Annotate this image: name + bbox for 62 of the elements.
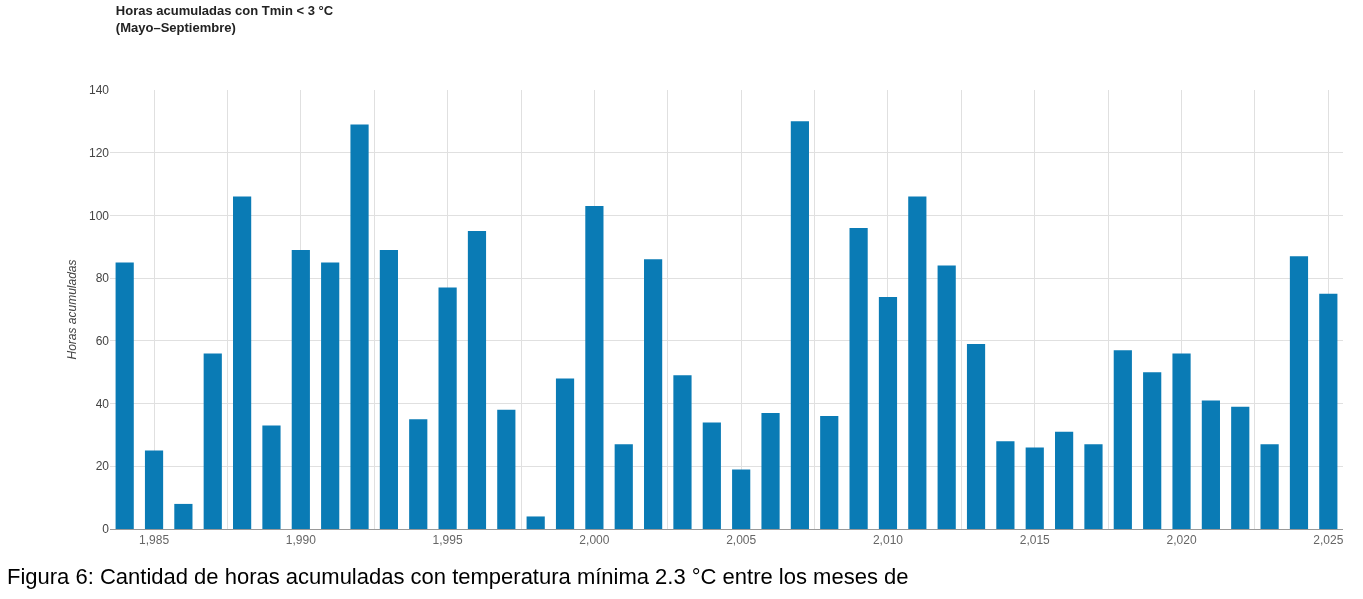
bar [233, 196, 252, 529]
bar [585, 206, 604, 529]
bar [1231, 406, 1250, 529]
bar [878, 296, 898, 529]
bar [1113, 350, 1132, 529]
bar [526, 516, 545, 529]
bar [761, 412, 780, 529]
y-tick-label: 20 [95, 459, 110, 474]
x-tick-label: 1,995 [432, 533, 463, 548]
y-axis-title: Horas acumuladas [65, 259, 79, 360]
x-tick-label: 1,990 [285, 533, 317, 548]
bar [350, 124, 369, 529]
bar [1055, 431, 1074, 529]
bar [1260, 444, 1279, 529]
bar [467, 231, 487, 529]
bar [966, 343, 986, 529]
x-tick-label: 1,985 [139, 533, 170, 548]
x-tick-label: 2,000 [579, 533, 610, 548]
y-tick-label: 80 [95, 271, 110, 286]
x-tick-label: 2,010 [872, 533, 904, 548]
bar [1143, 372, 1162, 529]
bar [732, 469, 751, 529]
y-tick-label: 120 [88, 145, 110, 160]
bar [1319, 293, 1338, 529]
bar [1289, 256, 1309, 529]
x-tick-label: 2,005 [726, 533, 757, 548]
bar [1172, 353, 1191, 529]
bar [849, 227, 868, 529]
y-tick-label: 100 [88, 208, 110, 223]
bar [203, 353, 222, 529]
bar [379, 249, 398, 529]
y-tick-label: 60 [95, 334, 110, 349]
y-tick-label: 140 [88, 83, 110, 98]
bar [820, 416, 839, 529]
bar [673, 375, 692, 529]
bar [144, 450, 164, 529]
x-tick-label: 2,015 [1019, 533, 1051, 548]
y-tick-label: 40 [95, 396, 110, 411]
bar [497, 409, 516, 529]
bar [908, 196, 927, 529]
chart-title: Horas acumuladas con Tmin < 3 °C (Mayo–Septiembre) [115, 2, 334, 35]
bar [262, 425, 281, 529]
bar [937, 265, 956, 529]
bar [996, 441, 1015, 529]
bar [115, 262, 134, 529]
y-tick-label: 0 [102, 522, 110, 537]
bar [1201, 400, 1220, 529]
x-tick-label: 2,020 [1166, 533, 1197, 548]
bar [644, 259, 663, 529]
text: Figura 6: Cantidad de horas acumuladas con temperatura mínima 2.3 °C entre los meses de [7, 564, 909, 589]
bar [1084, 444, 1103, 529]
bar [790, 121, 809, 529]
bar [174, 503, 193, 529]
bar [409, 419, 428, 529]
bar [291, 249, 310, 529]
bar [702, 422, 721, 529]
bar [614, 444, 633, 529]
x-tick-label: 2,025 [1313, 533, 1344, 548]
bar [1025, 447, 1044, 529]
bar [438, 287, 457, 529]
bar [555, 378, 575, 529]
bar [321, 262, 340, 529]
